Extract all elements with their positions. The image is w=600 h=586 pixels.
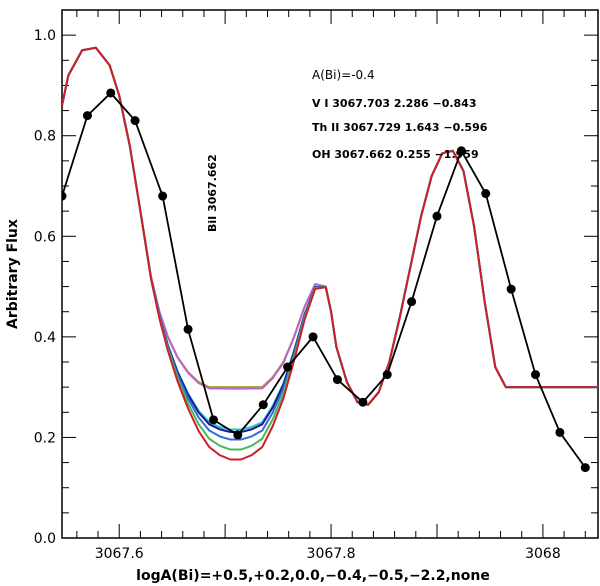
- x-tick-label: 3067.6: [95, 546, 144, 562]
- observed-point: [183, 324, 193, 334]
- x-tick-label: 3067.8: [307, 546, 356, 562]
- observed-point: [382, 370, 392, 380]
- axis-ticks: [62, 9, 598, 539]
- observed-point: [332, 375, 342, 385]
- observed-point: [531, 370, 540, 380]
- y-tick-label: 0.0: [34, 531, 56, 547]
- observed-point: [258, 400, 268, 410]
- observed-point: [308, 332, 318, 342]
- x-tick-label: 3068: [525, 546, 561, 562]
- observed-point: [82, 111, 92, 121]
- synthetic-series: [62, 46, 598, 461]
- oh-line-annotation: OH 3067.662 0.255 −1.959: [312, 148, 479, 161]
- v-line-annotation: V I 3067.703 2.286 −0.843: [312, 97, 476, 110]
- observed-point: [555, 427, 565, 437]
- y-tick-label: 1.0: [34, 28, 56, 44]
- observed-point: [130, 116, 140, 126]
- observed-point: [456, 146, 466, 156]
- observed-point: [407, 297, 417, 307]
- synthetic-line-0: [62, 46, 598, 461]
- observed-point: [506, 284, 516, 294]
- observed-point: [283, 362, 293, 372]
- x-axis-title: logA(Bi)=+0.5,+0.2,0.0,−0.4,−0.5,−2.2,no…: [136, 568, 490, 584]
- observed-point: [432, 211, 442, 221]
- y-tick-label: 0.6: [34, 229, 56, 245]
- observed-point: [208, 415, 218, 425]
- th-line-annotation: Th II 3067.729 1.643 −0.596: [312, 121, 488, 134]
- observed-point: [358, 397, 368, 407]
- y-axis-title: Arbitrary Flux: [5, 219, 21, 329]
- y-tick-label: 0.4: [34, 330, 56, 346]
- observed-point: [481, 189, 491, 199]
- observed-point: [580, 463, 590, 473]
- bi-line-label: BiI 3067.662: [206, 154, 219, 232]
- observed-series: [62, 88, 590, 473]
- plot-frame: [61, 9, 599, 539]
- observed-point: [62, 191, 67, 201]
- observed-point: [106, 88, 116, 98]
- abundance-annotation: A(Bi)=-0.4: [312, 68, 375, 82]
- observed-point: [158, 191, 168, 201]
- y-tick-label: 0.2: [34, 430, 56, 446]
- observed-point: [233, 430, 243, 440]
- axis-tick-labels: 3067.6 3067.8 3068 0.0 0.2 0.4 0.6 0.8 1.0: [34, 28, 561, 562]
- y-tick-label: 0.8: [34, 129, 56, 145]
- observed-line: [62, 91, 587, 469]
